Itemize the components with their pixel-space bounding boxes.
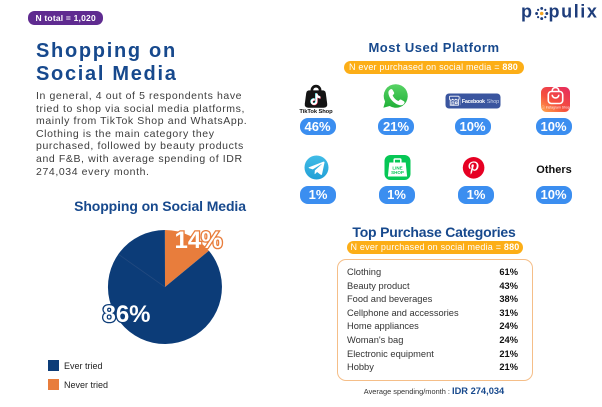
svg-text:86%: 86% <box>102 301 150 328</box>
svg-text:Facebook: Facebook <box>462 99 485 105</box>
svg-text:Shop: Shop <box>487 99 499 105</box>
svg-text:LINE: LINE <box>392 165 402 170</box>
svg-text:SHOP: SHOP <box>391 170 404 175</box>
svg-text:TikTok Shop: TikTok Shop <box>299 109 333 115</box>
svg-text:ⓘ Instagram Shop: ⓘ Instagram Shop <box>541 105 569 110</box>
svg-text:14%: 14% <box>174 227 222 254</box>
svg-text:pulix: pulix <box>549 2 599 22</box>
svg-text:p: p <box>521 2 532 22</box>
